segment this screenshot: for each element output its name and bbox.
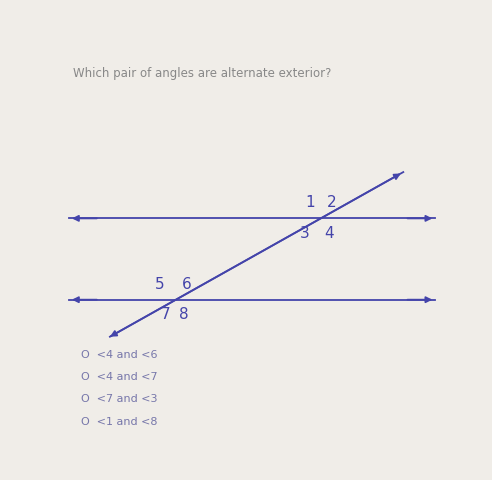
Text: O  <7 and <3: O <7 and <3 (81, 395, 157, 405)
Text: 5: 5 (155, 276, 165, 292)
Text: O  <1 and <8: O <1 and <8 (81, 417, 157, 427)
Text: O  <4 and <6: O <4 and <6 (81, 350, 157, 360)
Text: O  <4 and <7: O <4 and <7 (81, 372, 157, 382)
Text: Which pair of angles are alternate exterior?: Which pair of angles are alternate exter… (73, 67, 331, 80)
Text: 8: 8 (180, 307, 189, 322)
Text: 2: 2 (327, 195, 336, 210)
Text: 3: 3 (300, 226, 309, 240)
Text: 6: 6 (182, 276, 191, 292)
Text: 7: 7 (160, 307, 170, 322)
Text: 4: 4 (324, 226, 334, 240)
Text: 1: 1 (306, 195, 315, 210)
